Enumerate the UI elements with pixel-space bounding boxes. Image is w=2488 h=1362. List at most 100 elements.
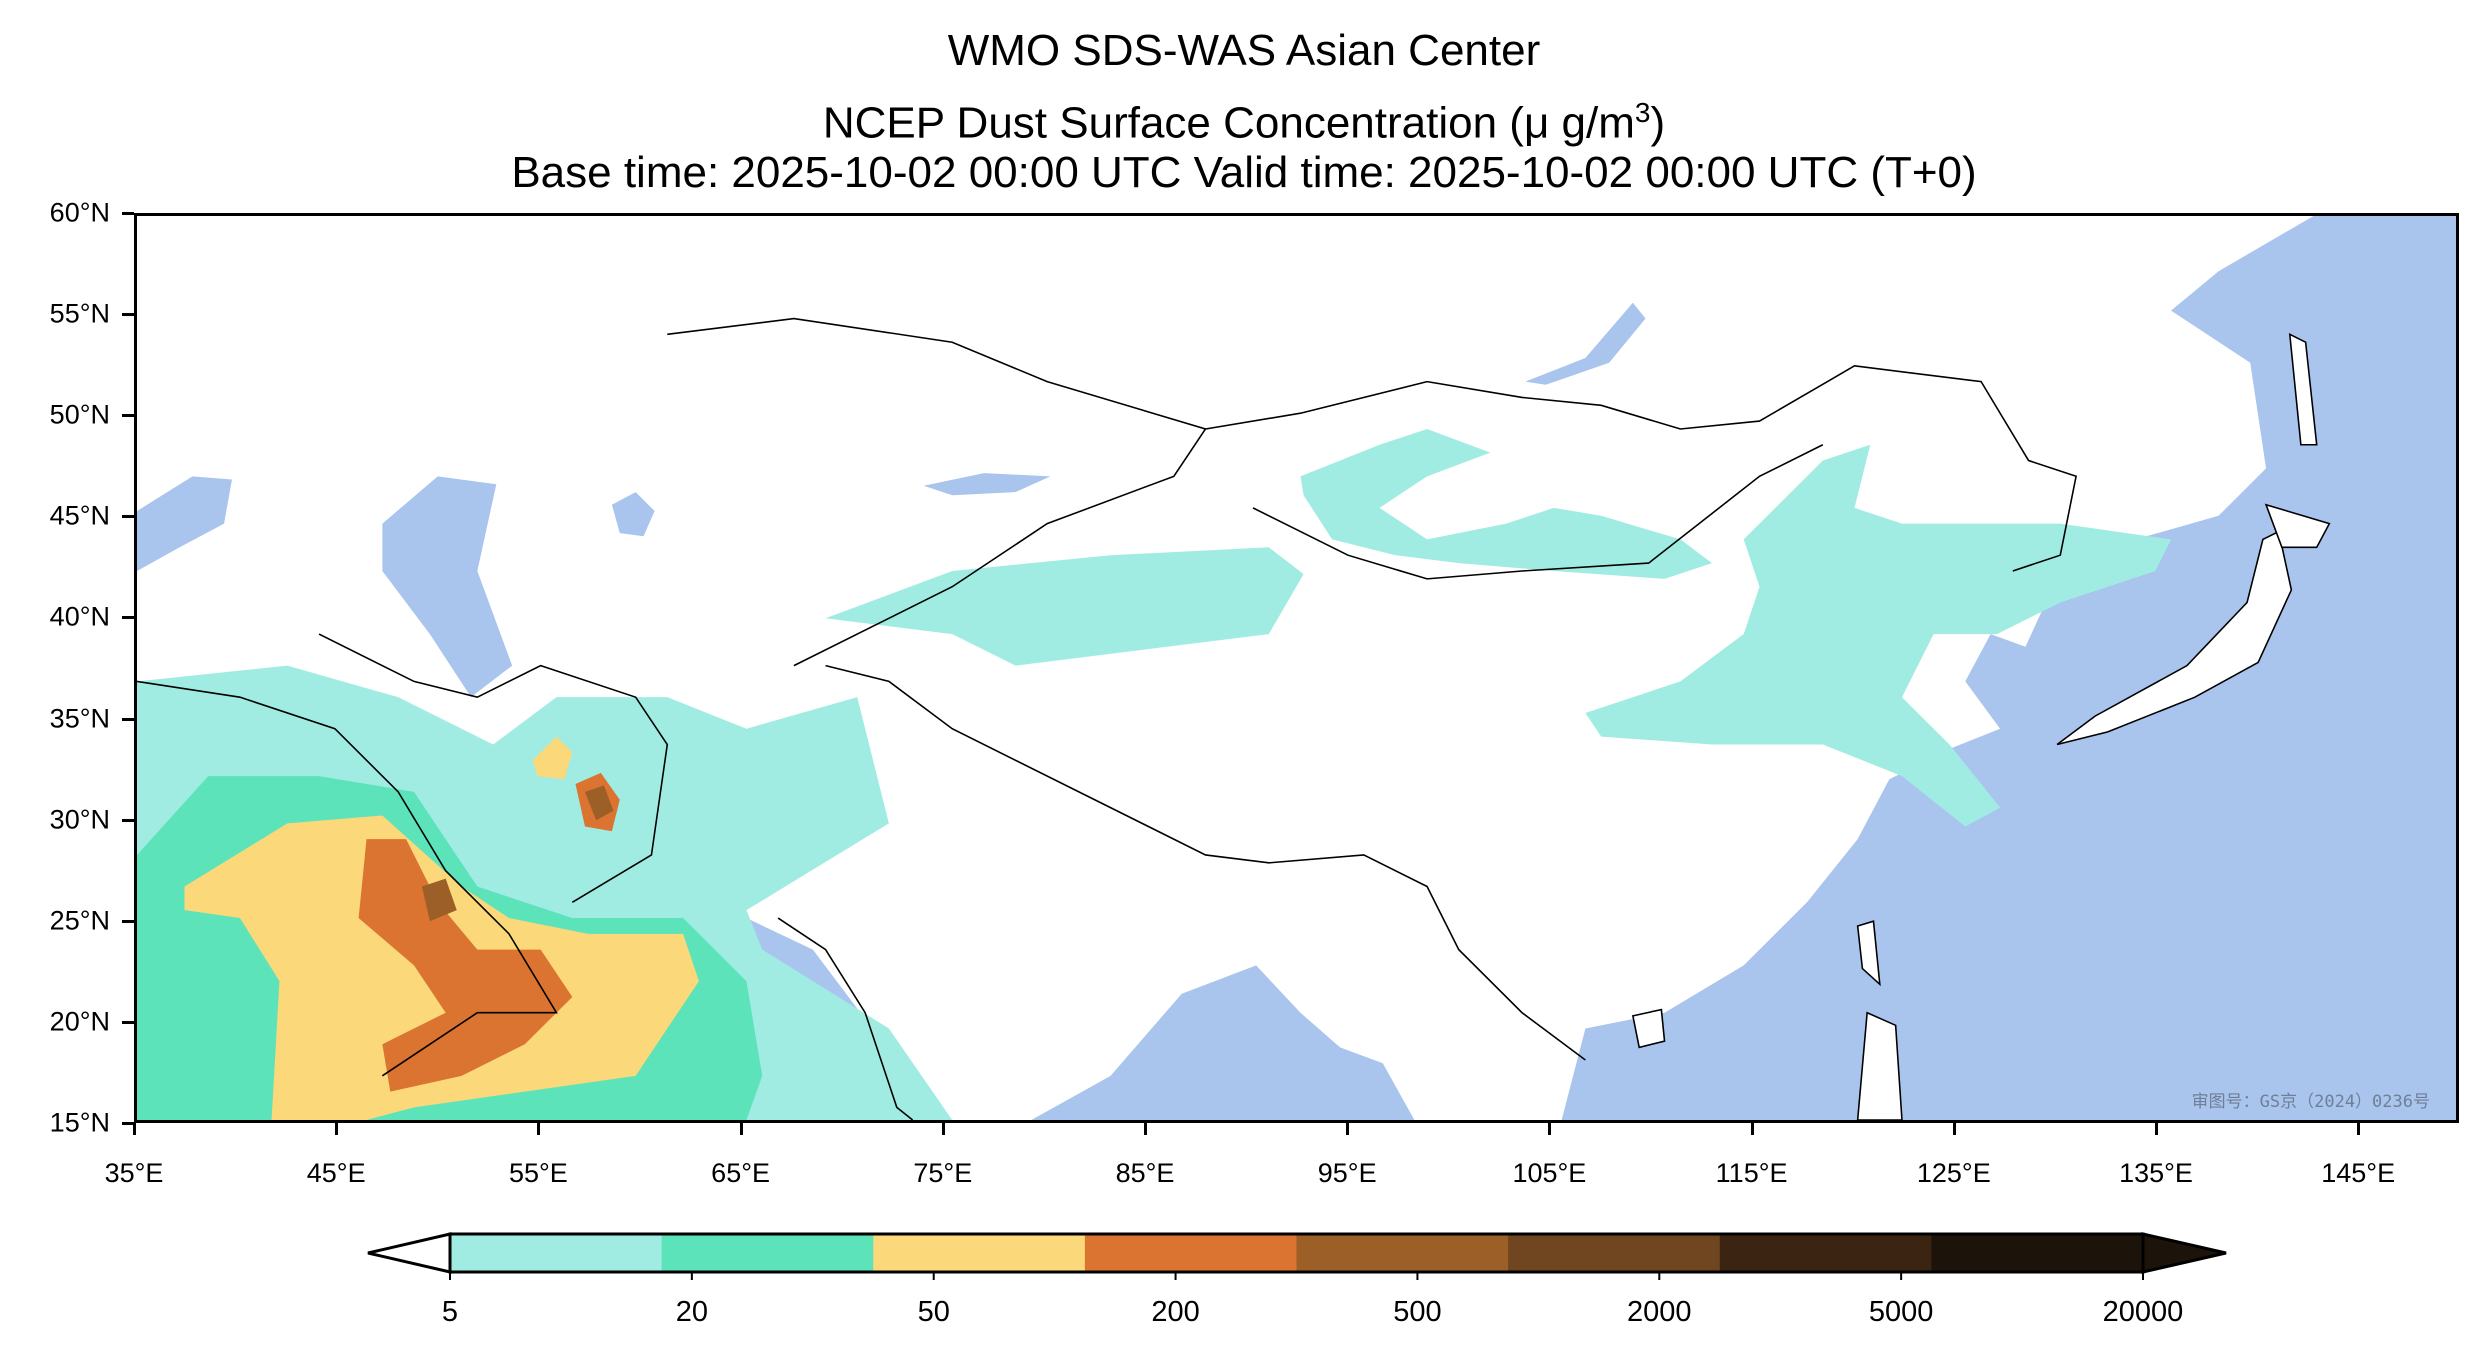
- aral-sea: [611, 492, 655, 537]
- lat-tick: [122, 616, 134, 620]
- honshu: [2056, 530, 2293, 746]
- sakhalin: [2288, 332, 2318, 446]
- colorbar-segment: [1719, 1234, 1932, 1272]
- lat-tick: [122, 919, 134, 923]
- lon-label: 35°E: [104, 1158, 164, 1188]
- lat-tick: [122, 717, 134, 721]
- colorbar-segment: [450, 1234, 663, 1272]
- lat-label: 60°N: [49, 197, 110, 228]
- colorbar-segment: [661, 1234, 874, 1272]
- lon-tick: [1750, 1123, 1754, 1135]
- colorbar-over-arrow: [2141, 1232, 2227, 1274]
- middle-east-border: [137, 680, 558, 1077]
- colorbar: [367, 1232, 2227, 1280]
- dust-map: 审图号：GS京（2024）0236号: [134, 213, 2459, 1123]
- lon-label: 65°E: [711, 1158, 771, 1188]
- title-line-2: NCEP Dust Surface Concentration (μ g/m3): [0, 88, 2488, 149]
- taiwan: [1856, 920, 1881, 987]
- dust-500-2000-gulf: [421, 878, 457, 922]
- caspian-sea: [382, 476, 513, 698]
- title-close-paren: ): [1650, 98, 1666, 148]
- map-approval-watermark: 审图号：GS京（2024）0236号: [2191, 1092, 2430, 1112]
- lat-tick: [122, 515, 134, 519]
- philippines: [1856, 1011, 1903, 1120]
- colorbar-segment: [873, 1234, 1086, 1272]
- lat-label: 35°N: [49, 703, 110, 733]
- colorbar-tick-label: 2000: [1627, 1296, 1692, 1328]
- lon-tick: [1952, 1123, 1956, 1135]
- colorbar-tick-label: 500: [1393, 1296, 1442, 1328]
- dust-5-20-central-asia: [825, 547, 1304, 666]
- lon-tick: [1346, 1123, 1350, 1135]
- pacific-ocean: [1561, 216, 2456, 1120]
- lon-tick: [739, 1123, 743, 1135]
- title-line-3: Base time: 2025-10-02 00:00 UTC Valid ti…: [511, 148, 1977, 197]
- lon-tick: [335, 1123, 339, 1135]
- lon-label: 105°E: [1512, 1158, 1587, 1188]
- lon-tick: [1548, 1123, 1552, 1135]
- lon-label: 75°E: [913, 1158, 973, 1188]
- bay-of-bengal: [1031, 965, 1415, 1120]
- lat-tick: [122, 1020, 134, 1024]
- lon-label: 45°E: [306, 1158, 366, 1188]
- lon-label: 55°E: [508, 1158, 568, 1188]
- dust-5-20-mongolia: [1300, 428, 1713, 579]
- lat-label: 50°N: [49, 399, 110, 430]
- colorbar-segment: [1296, 1234, 1509, 1272]
- dust-5-20-north-china: [1585, 444, 2172, 827]
- lat-tick: [122, 414, 134, 418]
- lon-tick: [537, 1123, 541, 1135]
- lat-label: 15°N: [49, 1107, 110, 1138]
- lat-label: 55°N: [49, 298, 110, 329]
- title-line-2-text: NCEP Dust Surface Concentration (: [822, 98, 1524, 148]
- dust-layer: [137, 428, 2172, 1120]
- dust-500-2000: [584, 785, 614, 821]
- lat-tick: [122, 1121, 134, 1125]
- south-asia-border: [825, 664, 1586, 1061]
- lon-label: 85°E: [1115, 1158, 1175, 1188]
- islands: [1631, 332, 2331, 1120]
- colorbar-segment: [1931, 1234, 2144, 1272]
- title-unit-exponent: 3: [1634, 97, 1651, 128]
- borders: [137, 317, 2078, 1120]
- lat-label: 20°N: [49, 1006, 110, 1037]
- colorbar-segment: [1084, 1234, 1297, 1272]
- lat-label: 40°N: [49, 601, 110, 632]
- lat-tick: [122, 212, 134, 215]
- lon-label: 115°E: [1715, 1158, 1788, 1188]
- lake-baikal: [1525, 302, 1646, 385]
- lat-tick: [122, 818, 134, 822]
- colorbar-tick-label: 20: [675, 1296, 708, 1328]
- colorbar-tick-label: 5: [441, 1296, 459, 1328]
- colorbar-tick-label: 50: [917, 1296, 950, 1328]
- iran-border: [318, 633, 669, 903]
- hainan: [1631, 1008, 1666, 1049]
- title-line-1: WMO SDS-WAS Asian Center: [947, 26, 1541, 75]
- lat-label: 45°N: [49, 500, 110, 531]
- lon-label: 145°E: [2321, 1158, 2396, 1188]
- lon-label: 95°E: [1317, 1158, 1377, 1188]
- lon-tick: [2155, 1123, 2158, 1135]
- lon-label: 125°E: [1916, 1158, 1991, 1188]
- map-canvas: [137, 216, 2456, 1120]
- dust-50-200-iran: [532, 736, 573, 780]
- colorbar-under-arrow: [367, 1232, 452, 1274]
- colorbar-tick-label: 5000: [1868, 1296, 1934, 1328]
- colorbar-tick-label: 200: [1151, 1296, 1200, 1328]
- colorbar-outline: [448, 1232, 2145, 1274]
- china-border: [1205, 365, 2078, 572]
- black-sea: [137, 476, 232, 571]
- lat-label: 25°N: [49, 905, 110, 936]
- central-asia-border: [667, 317, 1207, 667]
- lon-tick: [133, 1123, 136, 1135]
- lat-tick: [122, 313, 134, 317]
- dust-200-500: [358, 839, 573, 1092]
- mongolia-border: [1252, 444, 1824, 580]
- lon-tick: [941, 1123, 945, 1135]
- hokkaido: [2264, 503, 2331, 549]
- lon-label: 135°E: [2119, 1158, 2193, 1188]
- colorbar-tick-label: 20000: [2102, 1296, 2184, 1328]
- title-unit: μ g/m: [1523, 98, 1635, 148]
- india-coast: [777, 917, 914, 1120]
- lon-tick: [1144, 1123, 1147, 1135]
